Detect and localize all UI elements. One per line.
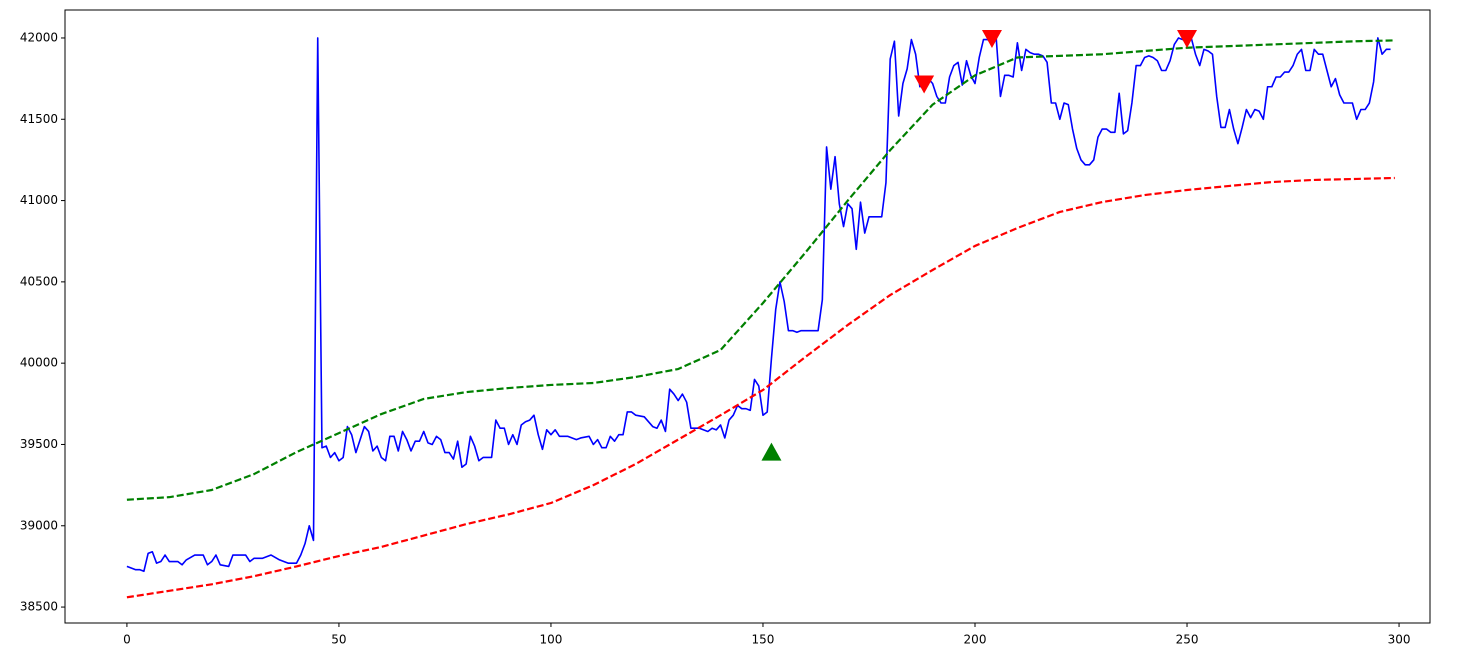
x-tick-label: 50	[331, 633, 346, 647]
y-tick-label: 41500	[20, 112, 58, 126]
y-tick-label: 42000	[20, 30, 58, 44]
x-tick-label: 300	[1388, 633, 1411, 647]
signal-marker	[981, 29, 1002, 48]
y-tick-label: 39000	[20, 518, 58, 532]
signal-marker	[914, 75, 935, 94]
series-line	[126, 37, 1391, 573]
x-tick-label: 0	[123, 633, 131, 647]
plot-frame	[64, 9, 1431, 624]
y-tick-label: 39500	[20, 437, 58, 451]
signal-marker	[1177, 29, 1198, 48]
signal-marker	[761, 442, 782, 461]
y-tick-label: 40000	[20, 356, 58, 370]
y-tick-label: 41000	[20, 193, 58, 207]
x-tick-label: 100	[540, 633, 563, 647]
y-tick-label: 40500	[20, 274, 58, 288]
x-tick-label: 200	[964, 633, 987, 647]
x-tick-label: 250	[1176, 633, 1199, 647]
x-tick-label: 150	[752, 633, 775, 647]
y-tick-label: 38500	[20, 600, 58, 614]
series-line	[126, 176, 1395, 599]
